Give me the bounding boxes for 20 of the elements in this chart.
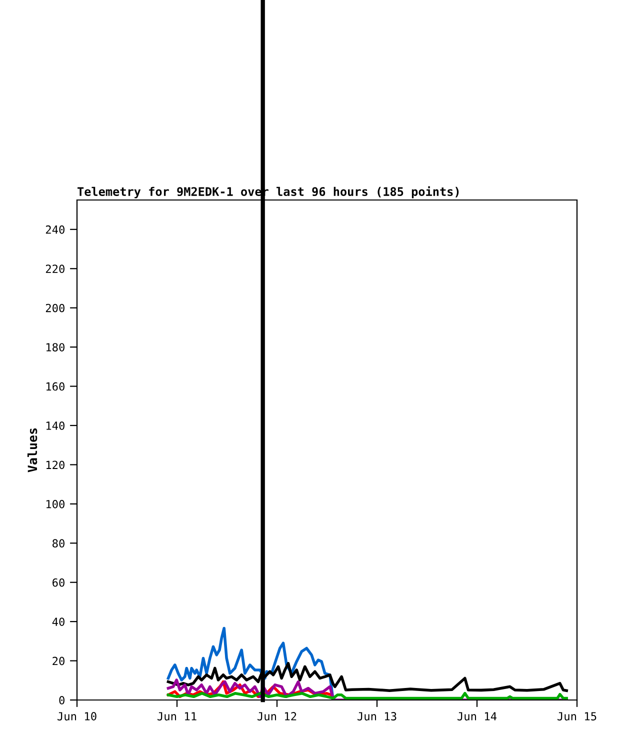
y-tick-label: 240 [46, 225, 64, 234]
y-tick-label: 100 [46, 500, 64, 508]
x-tick-label: Jun 12 [258, 712, 296, 720]
x-tick-label: Jun 15 [558, 712, 596, 720]
x-tick-label: Jun 11 [158, 712, 196, 720]
y-axis-title: Values [27, 428, 38, 472]
y-tick-label: 200 [46, 304, 64, 312]
x-tick-label: Jun 10 [58, 712, 96, 720]
y-tick-label: 180 [46, 343, 64, 352]
y-tick-label: 160 [46, 382, 64, 391]
y-tick-label: 80 [52, 539, 64, 548]
y-tick-label: 120 [46, 460, 64, 470]
y-tick-label: 60 [52, 578, 64, 587]
y-tick-label: 40 [52, 618, 64, 626]
y-tick-label: 20 [52, 656, 64, 666]
x-tick-label: Jun 14 [458, 712, 497, 720]
y-tick-label: 0 [59, 696, 64, 704]
x-tick-label: Jun 13 [358, 712, 396, 720]
y-tick-label: 220 [46, 264, 64, 274]
y-tick-label: 140 [46, 421, 64, 430]
